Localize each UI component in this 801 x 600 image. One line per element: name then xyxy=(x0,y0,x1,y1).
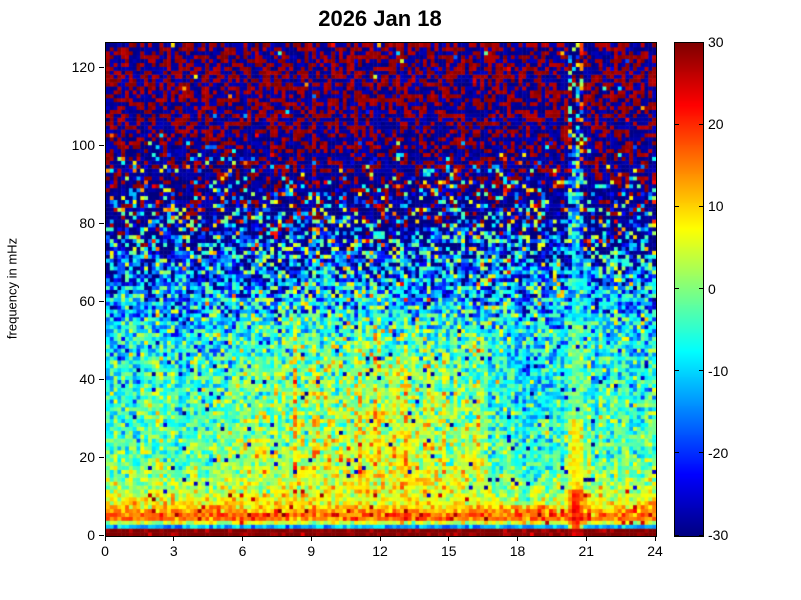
y-tick-label: 60 xyxy=(79,293,95,310)
y-tick-mark xyxy=(99,534,104,536)
y-tick-label: 20 xyxy=(79,449,95,466)
colorbar-tick-mark xyxy=(675,452,679,454)
colorbar-tick-mark xyxy=(675,534,679,536)
x-tick-mark xyxy=(585,536,587,541)
colorbar-tick-mark xyxy=(675,370,679,372)
x-tick-label: 3 xyxy=(169,543,178,559)
y-tick-label: 100 xyxy=(71,137,95,154)
colorbar-tick-label: 30 xyxy=(708,34,724,50)
x-tick-mark xyxy=(379,536,381,541)
colorbar-tick-mark xyxy=(675,288,679,289)
x-tick-mark xyxy=(242,536,243,541)
colorbar-tick-label: 20 xyxy=(708,116,724,133)
colorbar-tick-label: -10 xyxy=(708,362,729,379)
x-tick-mark xyxy=(448,536,450,541)
colorbar-tick-label: -30 xyxy=(708,527,729,543)
x-tick-mark xyxy=(517,536,518,541)
x-tick-mark xyxy=(173,536,175,541)
colorbar xyxy=(674,42,704,537)
colorbar-tick-mark xyxy=(675,123,679,125)
colorbar-tick-mark xyxy=(675,205,679,207)
colorbar-tick-mark xyxy=(699,41,703,43)
x-tick-label: 15 xyxy=(440,543,457,559)
x-tick-label: 9 xyxy=(307,543,316,559)
x-tick-label: 21 xyxy=(578,543,595,559)
y-tick-label: 80 xyxy=(79,215,95,232)
x-tick-label: 12 xyxy=(372,543,388,559)
x-tick-label: 24 xyxy=(647,543,663,559)
colorbar-tick-label: 10 xyxy=(708,198,724,215)
y-tick-mark xyxy=(99,66,104,68)
colorbar-tick-mark xyxy=(699,123,703,125)
spectrogram-heatmap xyxy=(106,43,656,536)
y-tick-label: 120 xyxy=(71,59,95,76)
y-tick-mark xyxy=(99,378,104,380)
colorbar-tick-mark xyxy=(675,41,679,43)
colorbar-tick-label: 0 xyxy=(708,280,716,297)
colorbar-tick-mark xyxy=(699,370,703,372)
colorbar-tick-mark xyxy=(699,534,703,536)
colorbar-tick-label: -20 xyxy=(708,444,729,461)
chart-title: 2026 Jan 18 xyxy=(318,6,442,31)
x-tick-label: 18 xyxy=(509,543,526,559)
x-tick-label: 0 xyxy=(101,543,109,559)
x-tick-mark xyxy=(654,536,656,541)
y-tick-label: 40 xyxy=(79,371,95,388)
y-tick-mark xyxy=(99,144,104,146)
y-tick-mark xyxy=(99,222,104,224)
y-axis-label: frequency in mHz xyxy=(4,237,20,340)
y-tick-mark xyxy=(99,300,104,302)
plot-area xyxy=(105,42,657,537)
x-tick-mark xyxy=(104,536,106,541)
y-tick-mark xyxy=(99,456,104,458)
colorbar-tick-mark xyxy=(699,205,703,207)
colorbar-tick-mark xyxy=(699,452,703,454)
y-tick-label: 0 xyxy=(87,527,95,543)
x-tick-label: 6 xyxy=(238,543,247,559)
x-tick-mark xyxy=(310,536,312,541)
colorbar-tick-mark xyxy=(699,288,703,289)
colorbar-gradient xyxy=(675,43,703,536)
